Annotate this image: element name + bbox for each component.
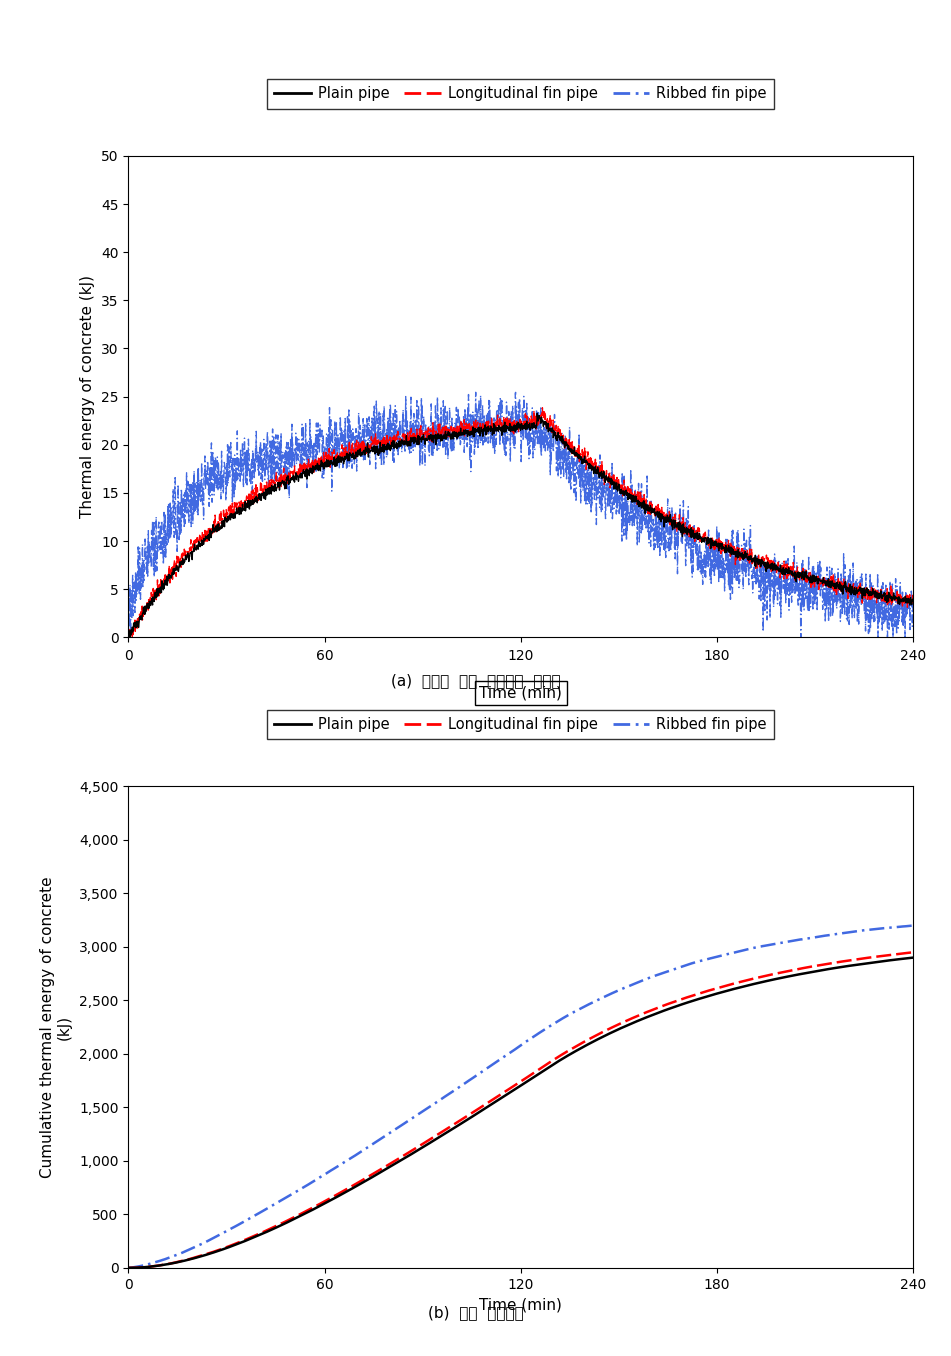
Y-axis label: Thermal energy of concrete (kJ): Thermal energy of concrete (kJ) bbox=[81, 275, 95, 518]
Text: (b)  누적  열에너지: (b) 누적 열에너지 bbox=[428, 1304, 523, 1321]
Legend: Plain pipe, Longitudinal fin pipe, Ribbed fin pipe: Plain pipe, Longitudinal fin pipe, Ribbe… bbox=[267, 79, 774, 108]
Text: (a)  시간에  따른  열에너지  저장량: (a) 시간에 따른 열에너지 저장량 bbox=[391, 673, 560, 689]
Legend: Plain pipe, Longitudinal fin pipe, Ribbed fin pipe: Plain pipe, Longitudinal fin pipe, Ribbe… bbox=[267, 709, 774, 739]
Y-axis label: Cumulative thermal energy of concrete
(kJ): Cumulative thermal energy of concrete (k… bbox=[40, 876, 72, 1178]
X-axis label: Time (min): Time (min) bbox=[479, 1298, 562, 1313]
Text: Time (min): Time (min) bbox=[479, 686, 562, 701]
